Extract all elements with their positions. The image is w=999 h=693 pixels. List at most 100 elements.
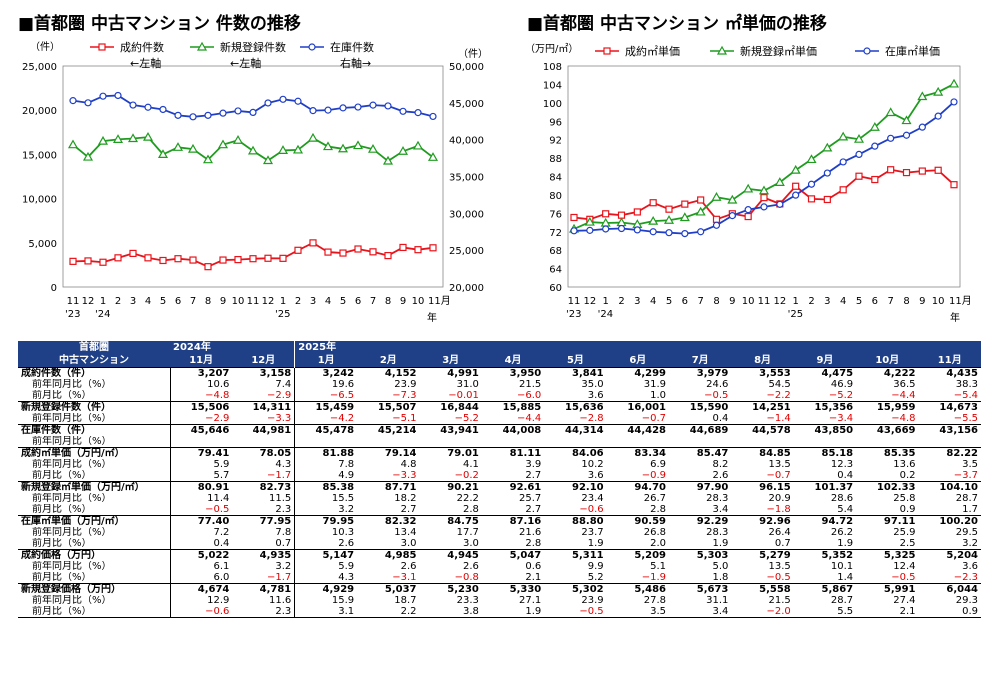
row-label: 前年同月比（%） xyxy=(18,413,171,425)
table-row: 前年同月比（%） 11.4 11.5 15.5 18.2 22.2 25.7 23.4 26.7… xyxy=(18,493,981,504)
series-point-0 xyxy=(354,245,362,253)
table-cell: −4.2 xyxy=(294,413,358,425)
table-cell: 2.2 xyxy=(357,606,420,618)
table-cell: 104.10 xyxy=(918,481,981,493)
table-cell: 87.16 xyxy=(481,515,545,527)
table-cell: −5.4 xyxy=(953,390,978,401)
x-tick-label: 12 xyxy=(773,296,786,307)
table-cell: 5,558 xyxy=(731,583,794,595)
row-label: 前月比（%） xyxy=(18,572,171,584)
y-tick-label: 104 xyxy=(543,80,562,91)
table-cell: −0.2 xyxy=(454,470,479,481)
table-cell: 5,204 xyxy=(918,549,981,561)
series-point-2 xyxy=(950,98,958,106)
table-cell: 3.9 xyxy=(525,459,542,470)
series-point-2 xyxy=(744,206,752,214)
table-cell: 5,325 xyxy=(856,549,919,561)
series-point-0 xyxy=(99,258,107,266)
table-cell: 23.7 xyxy=(581,527,604,538)
table-cell: 2.5 xyxy=(899,538,916,549)
series-point-1 xyxy=(869,122,880,131)
table-cell: −5.1 xyxy=(392,413,417,424)
series-point-0 xyxy=(807,195,816,203)
table-cell: 15,590 xyxy=(669,401,732,413)
table-cell: 88.80 xyxy=(544,515,607,527)
series-point-1 xyxy=(262,155,274,165)
legend-2-marker xyxy=(863,47,871,55)
table-cell: −5.2 xyxy=(454,413,479,424)
table-cell: 31.9 xyxy=(643,379,666,390)
table-cell: 25.9 xyxy=(893,527,916,538)
series-point-1 xyxy=(853,133,865,143)
left-chart-title: ■首都圏 中古マンション 件数の推移 xyxy=(18,14,301,34)
series-point-0 xyxy=(309,239,317,247)
table-cell: 2.0 xyxy=(650,538,666,549)
table-cell: 4.1 xyxy=(462,459,479,470)
series-point-2 xyxy=(823,169,831,177)
table-cell: 12.4 xyxy=(893,561,916,572)
month-header: 5月 xyxy=(544,354,607,368)
month-header: 9月 xyxy=(793,354,857,368)
table-cell: −3.4 xyxy=(828,413,854,424)
x-tick-label: 10 xyxy=(742,296,755,307)
series-point-2 xyxy=(309,107,317,115)
table-cell: 5.1 xyxy=(650,561,666,572)
x-tick-label: 8 xyxy=(903,296,909,307)
x-tick-label: 8 xyxy=(205,296,211,307)
table-cell: 79.01 xyxy=(419,447,482,459)
year-2025: 2025年 xyxy=(294,341,981,354)
table-cell: 10.1 xyxy=(830,561,854,572)
row-label: 前年同月比（%） xyxy=(18,493,171,504)
table-row: 前月比（%） −4.8 −2.9 −6.5 −7.3 −0.01 −6.0 3.6 1.0 −0.… xyxy=(18,390,981,402)
y-tick-label: 88 xyxy=(549,154,562,165)
month-header: 12月 xyxy=(232,354,295,368)
table-cell: 0.4 xyxy=(837,470,854,481)
table-cell: 20.9 xyxy=(768,493,791,504)
table-cell: 84.85 xyxy=(731,447,794,459)
table-cell: −1.7 xyxy=(266,470,292,481)
table-cell: −2.9 xyxy=(266,390,292,401)
table-cell: −1.9 xyxy=(641,572,666,583)
series-point-1 xyxy=(157,149,169,158)
table-cell: 2.8 xyxy=(525,538,542,549)
table-cell: 102.33 xyxy=(856,481,919,493)
table-cell: 13.6 xyxy=(893,459,916,470)
table-cell: 92.10 xyxy=(544,481,607,493)
table-cell: 5.7 xyxy=(213,470,230,481)
table-cell: −3.1 xyxy=(392,572,417,583)
table-cell: 0.9 xyxy=(899,504,916,515)
table-cell: 5,147 xyxy=(294,549,358,561)
table-cell: 25.8 xyxy=(893,493,916,504)
x-tick-label: 1 xyxy=(280,296,286,307)
series-point-1 xyxy=(412,140,424,150)
table-row: 成約価格（万円） 5,022 4,935 5,147 4,985 4,945 5,047 5,… xyxy=(18,549,981,561)
table-cell: 0.2 xyxy=(899,470,916,481)
series-point-1 xyxy=(172,142,184,151)
table-cell: −3.3 xyxy=(392,470,417,481)
table-row: 前年同月比（%） 7.2 7.8 10.3 13.4 17.7 21.6 23.7 26.8 28… xyxy=(18,527,981,538)
series-point-0 xyxy=(760,194,768,202)
table-row: 前年同月比（%） −2.9 −3.3 −4.2 −5.1 −5.2 −4.4 −2.8 −0.7… xyxy=(18,413,981,425)
table-cell: 45,478 xyxy=(294,424,358,436)
row-label: 前年同月比（%） xyxy=(18,379,171,390)
series-point-1 xyxy=(187,143,199,153)
series-point-2 xyxy=(399,107,407,115)
table-cell: 46.9 xyxy=(830,379,854,390)
table-row: 前月比（%） 5.7 −1.7 4.9 −3.3 −0.2 2.7 3.6 −0.9 2.6 −0.… xyxy=(18,470,981,482)
series-point-1 xyxy=(292,144,304,154)
row-label: 前月比（%） xyxy=(18,504,171,516)
table-cell: 2.8 xyxy=(462,504,479,515)
table-cell: 92.61 xyxy=(481,481,545,493)
table-cell: 94.70 xyxy=(606,481,669,493)
month-header: 3月 xyxy=(419,354,482,368)
table-cell: 9.9 xyxy=(587,561,604,572)
series-point-1 xyxy=(97,135,109,145)
series-point-2 xyxy=(776,200,784,208)
legend-axis-note: ←左軸 xyxy=(130,56,161,70)
table-cell: 77.95 xyxy=(232,515,295,527)
y-tick-label: 80 xyxy=(549,191,562,202)
row-label: 前年同月比（%） xyxy=(18,595,171,606)
table-cell xyxy=(482,436,544,448)
table-cell: −3.3 xyxy=(266,413,292,424)
table-cell: −0.9 xyxy=(641,470,666,481)
